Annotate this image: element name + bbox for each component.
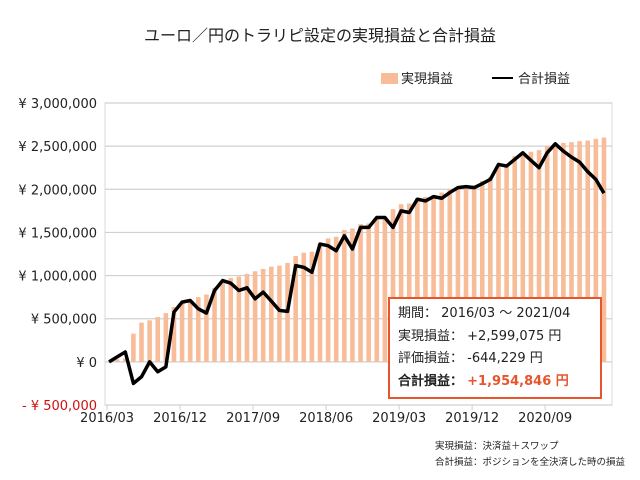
bar [463, 186, 469, 362]
bar [439, 192, 444, 362]
bar [447, 189, 453, 362]
bar [406, 203, 412, 362]
bar [179, 303, 185, 362]
bar [471, 185, 477, 362]
x-tick-label: 2016/12 [153, 411, 207, 426]
bar [390, 209, 396, 362]
bar [504, 163, 509, 362]
period-value: 2016/03 ～ 2021/04 [441, 306, 571, 321]
total-line [108, 142, 606, 386]
legend-bar-swatch [381, 73, 398, 84]
y-tick-label: ¥ 1,000,000 [18, 270, 97, 285]
bar [260, 268, 266, 362]
period-label: 期間： [398, 306, 438, 321]
bar [479, 181, 485, 362]
bar [488, 177, 493, 362]
bar [536, 150, 542, 362]
bar [601, 137, 607, 362]
total-value: +1,954,846 円 [467, 373, 569, 389]
bar [552, 143, 558, 362]
bar [577, 141, 582, 362]
note-total: 合計損益：ポジションを全決済した時の損益 [435, 457, 626, 468]
bar [358, 224, 363, 362]
bar [171, 307, 177, 362]
y-tick-label: - ¥ 500,000 [22, 399, 97, 414]
bar [317, 244, 323, 362]
bar [122, 358, 128, 362]
bar [350, 228, 355, 362]
total-label: 合計損益： [398, 373, 464, 389]
bar [244, 273, 250, 362]
x-tick-label: 2020/09 [518, 411, 572, 426]
y-tick-label: ¥ 1,500,000 [18, 226, 97, 241]
bar [139, 322, 144, 362]
bar [187, 301, 193, 362]
bar [544, 146, 550, 362]
bar [455, 186, 461, 362]
bar [561, 142, 566, 362]
unrealized-value: -644,229 円 [467, 351, 543, 366]
bar [228, 277, 234, 362]
bar [212, 287, 217, 362]
y-tick-label: ¥ 2,000,000 [18, 183, 97, 198]
bar [163, 313, 169, 362]
bar [374, 217, 380, 362]
bar [131, 333, 136, 362]
y-tick-label: ¥ 0 [76, 356, 97, 371]
bar [325, 238, 331, 362]
realized-label: 実現損益： [398, 328, 464, 344]
x-tick-label: 2019/03 [372, 411, 426, 426]
bar [293, 255, 298, 362]
bar [366, 223, 371, 362]
bar [309, 251, 315, 362]
bar [277, 265, 282, 362]
bar [147, 320, 152, 362]
bar [431, 194, 436, 362]
x-tick-label: 2018/06 [299, 411, 353, 426]
summary-box: 期間： 2016/03 ～ 2021/04 実現損益： +2,599,075 円… [388, 297, 602, 399]
legend-bar-label: 実現損益 [401, 71, 453, 87]
bar [269, 266, 274, 362]
y-tick-label: ¥ 3,000,000 [18, 97, 97, 112]
bar [236, 276, 242, 362]
bar [398, 204, 404, 362]
bar [585, 140, 591, 362]
bar [220, 281, 225, 362]
bar [569, 142, 574, 362]
bar [301, 252, 307, 362]
bar [423, 196, 428, 362]
bar [512, 156, 518, 362]
bar [252, 271, 258, 362]
legend-line-label: 合計損益 [518, 71, 570, 87]
bar [342, 230, 347, 362]
bar [496, 165, 501, 362]
x-tick-label: 2017/09 [226, 411, 280, 426]
bar [593, 138, 599, 362]
bar [520, 153, 526, 362]
bar [195, 297, 201, 362]
bar [114, 359, 120, 362]
x-tick-label: 2019/12 [445, 411, 499, 426]
bar [333, 236, 339, 362]
y-tick-label: ¥ 500,000 [31, 313, 97, 328]
y-tick-label: ¥ 2,500,000 [18, 140, 97, 155]
bar [155, 317, 161, 362]
bar [382, 216, 388, 362]
bar [204, 294, 209, 362]
unrealized-label: 評価損益： [398, 351, 464, 366]
note-realized: 実現損益：決済益＋スワップ [435, 441, 559, 452]
realized-value: +2,599,075 円 [467, 328, 562, 344]
bar [528, 151, 534, 362]
chart-title: ユーロ／円のトラリピ設定の実現損益と合計損益 [143, 26, 496, 45]
bar [415, 198, 420, 362]
x-tick-label: 2016/03 [80, 411, 134, 426]
